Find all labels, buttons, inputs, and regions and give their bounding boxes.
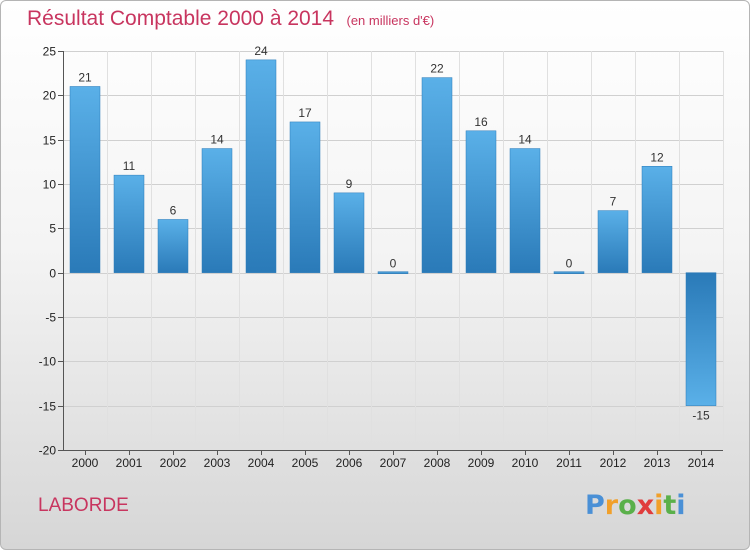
x-tick-label: 2000 bbox=[72, 456, 99, 470]
data-label: 12 bbox=[650, 150, 664, 164]
chart-title: Résultat Comptable 2000 à 2014 (en milli… bbox=[27, 7, 434, 31]
x-tick-label: 2003 bbox=[204, 456, 231, 470]
bars bbox=[69, 59, 717, 406]
data-label: 24 bbox=[254, 44, 268, 58]
bar bbox=[201, 148, 233, 273]
x-tick-label: 2008 bbox=[424, 456, 451, 470]
data-label: 0 bbox=[390, 257, 397, 271]
data-label: -15 bbox=[692, 409, 710, 423]
y-tick-label: 15 bbox=[43, 134, 57, 148]
bar bbox=[113, 174, 145, 273]
y-tick-label: -20 bbox=[39, 444, 57, 458]
bar bbox=[685, 272, 717, 406]
x-tick-label: 2011 bbox=[556, 456, 582, 470]
y-tick-label: -15 bbox=[39, 400, 57, 414]
y-tick-label: -5 bbox=[45, 311, 56, 325]
data-label: 6 bbox=[170, 203, 177, 217]
data-label: 7 bbox=[610, 195, 617, 209]
bar bbox=[377, 271, 409, 274]
chart-unit: (en milliers d'€) bbox=[346, 13, 435, 28]
axes: -20 -15 -10 -5 0 5 10 15 20 25 2000 2001 2002 2003 200… bbox=[39, 45, 723, 470]
y-tick-label: 0 bbox=[49, 267, 56, 281]
data-labels: 21 11 6 14 24 17 9 0 22 16 14 0 7 12 -15 bbox=[78, 44, 710, 423]
x-tick-label: 2009 bbox=[468, 456, 495, 470]
bar bbox=[289, 121, 321, 273]
bar bbox=[465, 130, 497, 273]
x-tick-label: 2014 bbox=[688, 456, 715, 470]
x-tick-label: 2005 bbox=[292, 456, 319, 470]
bar bbox=[641, 166, 673, 273]
x-tick-label: 2004 bbox=[248, 456, 275, 470]
y-tick-label: 5 bbox=[49, 222, 56, 236]
commune-name: LABORDE bbox=[38, 495, 129, 516]
bar bbox=[421, 77, 453, 273]
data-label: 0 bbox=[566, 257, 573, 271]
bar bbox=[597, 210, 629, 273]
bar bbox=[553, 271, 585, 274]
y-tick-label: 25 bbox=[43, 45, 57, 59]
bar bbox=[333, 192, 365, 273]
chart-title-text: Résultat Comptable 2000 à 2014 bbox=[27, 7, 335, 30]
x-tick-label: 2010 bbox=[512, 456, 539, 470]
y-tick-label: -10 bbox=[39, 355, 57, 369]
data-label: 17 bbox=[298, 106, 312, 120]
data-label: 14 bbox=[518, 133, 532, 147]
x-tick-label: 2007 bbox=[380, 456, 407, 470]
x-tick-label: 2012 bbox=[600, 456, 627, 470]
data-label: 21 bbox=[78, 70, 92, 84]
bar bbox=[69, 86, 101, 273]
proxiti-logo[interactable]: Proxiti bbox=[585, 490, 686, 521]
bar bbox=[157, 219, 189, 273]
data-label: 14 bbox=[210, 133, 224, 147]
y-tick-label: 10 bbox=[43, 178, 57, 192]
x-tick-label: 2013 bbox=[644, 456, 671, 470]
data-label: 16 bbox=[474, 115, 488, 129]
x-tick-label: 2006 bbox=[336, 456, 363, 470]
data-label: 9 bbox=[346, 177, 353, 191]
x-tick-label: 2002 bbox=[160, 456, 187, 470]
bar bbox=[245, 59, 277, 273]
y-tick-label: 20 bbox=[43, 89, 57, 103]
data-label: 11 bbox=[123, 159, 136, 173]
data-label: 22 bbox=[430, 62, 444, 76]
x-tick-label: 2001 bbox=[116, 456, 143, 470]
bar bbox=[509, 148, 541, 273]
